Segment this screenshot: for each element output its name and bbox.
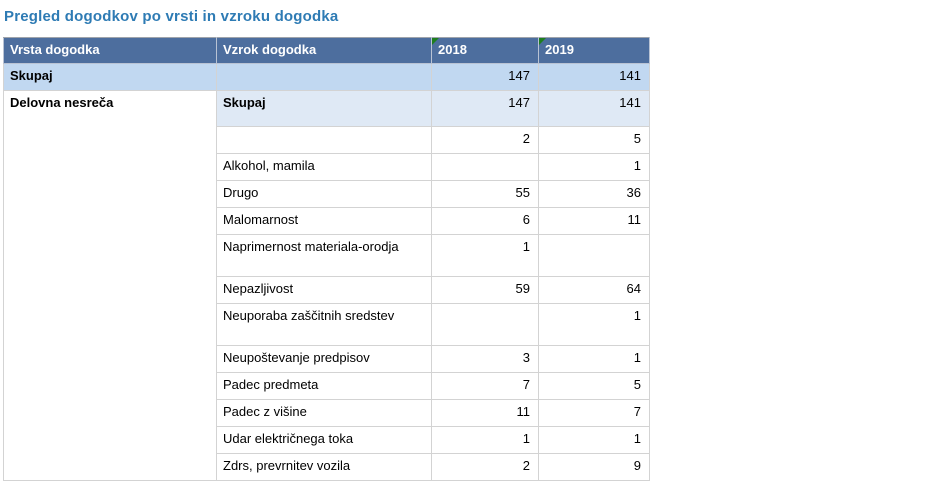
column-header-2018[interactable]: 2018: [431, 37, 539, 64]
value-2018-cell: 147: [431, 90, 539, 127]
column-header-event-cause[interactable]: Vzrok dogodka: [216, 37, 432, 64]
grand-total-label: Skupaj: [3, 63, 217, 91]
value-2019-cell: 7: [538, 399, 650, 427]
event-cause-cell: Drugo: [216, 180, 432, 208]
event-cause-cell: Nepazljivost: [216, 276, 432, 304]
value-2019-cell: 36: [538, 180, 650, 208]
value-2019-cell: 64: [538, 276, 650, 304]
value-2019-cell: 1: [538, 345, 650, 373]
value-2019-cell: 5: [538, 372, 650, 400]
table-row: Udar električnega toka 1 1: [4, 426, 650, 454]
grand-total-cause-cell: [216, 63, 432, 91]
table-row: Drugo 55 36: [4, 180, 650, 208]
table-row: Malomarnost 6 11: [4, 207, 650, 235]
column-header-2018-label: 2018: [438, 42, 467, 57]
event-cause-cell: Padec predmeta: [216, 372, 432, 400]
value-2019-cell: 1: [538, 303, 650, 346]
value-2019-cell: 1: [538, 426, 650, 454]
table-row: Delovna nesreča Skupaj 147 141: [3, 90, 650, 481]
report-title: Pregled dogodkov po vrsti in vzroku dogo…: [4, 8, 339, 25]
column-header-event-type[interactable]: Vrsta dogodka: [3, 37, 217, 64]
value-2018-cell: 59: [431, 276, 539, 304]
grand-total-row: Skupaj 147 141: [3, 63, 650, 91]
grand-total-2018: 147: [431, 63, 539, 91]
value-2018-cell: 3: [431, 345, 539, 373]
events-by-type-and-cause-table: Vrsta dogodka Vzrok dogodka 2018 2019 Sk…: [3, 37, 650, 481]
event-cause-cell: Padec z višine: [216, 399, 432, 427]
value-2019-cell: 9: [538, 453, 650, 481]
value-2018-cell: 1: [431, 234, 539, 277]
event-cause-cell: Neupoštevanje predpisov: [216, 345, 432, 373]
value-2019-cell: 5: [538, 126, 650, 154]
event-cause-cell: Naprimernost materiala-orodja: [216, 234, 432, 277]
sort-corner-icon: [432, 38, 439, 45]
column-header-2019[interactable]: 2019: [538, 37, 650, 64]
event-cause-cell: Malomarnost: [216, 207, 432, 235]
event-cause-cell: Udar električnega toka: [216, 426, 432, 454]
value-2018-cell: 55: [431, 180, 539, 208]
table-row: Neupoštevanje predpisov 3 1: [4, 345, 650, 373]
sort-corner-icon: [539, 38, 546, 45]
value-2018-cell: 11: [431, 399, 539, 427]
event-cause-cell: Alkohol, mamila: [216, 153, 432, 181]
value-2018-cell: [431, 153, 539, 181]
table-row: Padec z višine 11 7: [4, 399, 650, 427]
event-cause-cell: Skupaj: [216, 90, 432, 127]
header-row: Vrsta dogodka Vzrok dogodka 2018 2019: [3, 37, 650, 64]
event-type-group-cell: Delovna nesreča: [3, 90, 217, 481]
value-2018-cell: 2: [431, 453, 539, 481]
table-row: Alkohol, mamila 1: [4, 153, 650, 181]
value-2019-cell: 11: [538, 207, 650, 235]
table-row: Nepazljivost 59 64: [4, 276, 650, 304]
value-2018-cell: 7: [431, 372, 539, 400]
value-2018-cell: 2: [431, 126, 539, 154]
table-row: Padec predmeta 7 5: [4, 372, 650, 400]
value-2018-cell: 6: [431, 207, 539, 235]
value-2019-cell: 141: [538, 90, 650, 127]
value-2018-cell: 1: [431, 426, 539, 454]
value-2019-cell: [538, 234, 650, 277]
grand-total-2019: 141: [538, 63, 650, 91]
column-header-2019-label: 2019: [545, 42, 574, 57]
event-cause-cell: Neuporaba zaščitnih sredstev: [216, 303, 432, 346]
event-cause-cell: [216, 126, 432, 154]
value-2019-cell: 1: [538, 153, 650, 181]
value-2018-cell: [431, 303, 539, 346]
report-page: Pregled dogodkov po vrsti in vzroku dogo…: [3, 8, 650, 481]
table-row: Zdrs, prevrnitev vozila 2 9: [4, 453, 650, 481]
event-cause-cell: Zdrs, prevrnitev vozila: [216, 453, 432, 481]
